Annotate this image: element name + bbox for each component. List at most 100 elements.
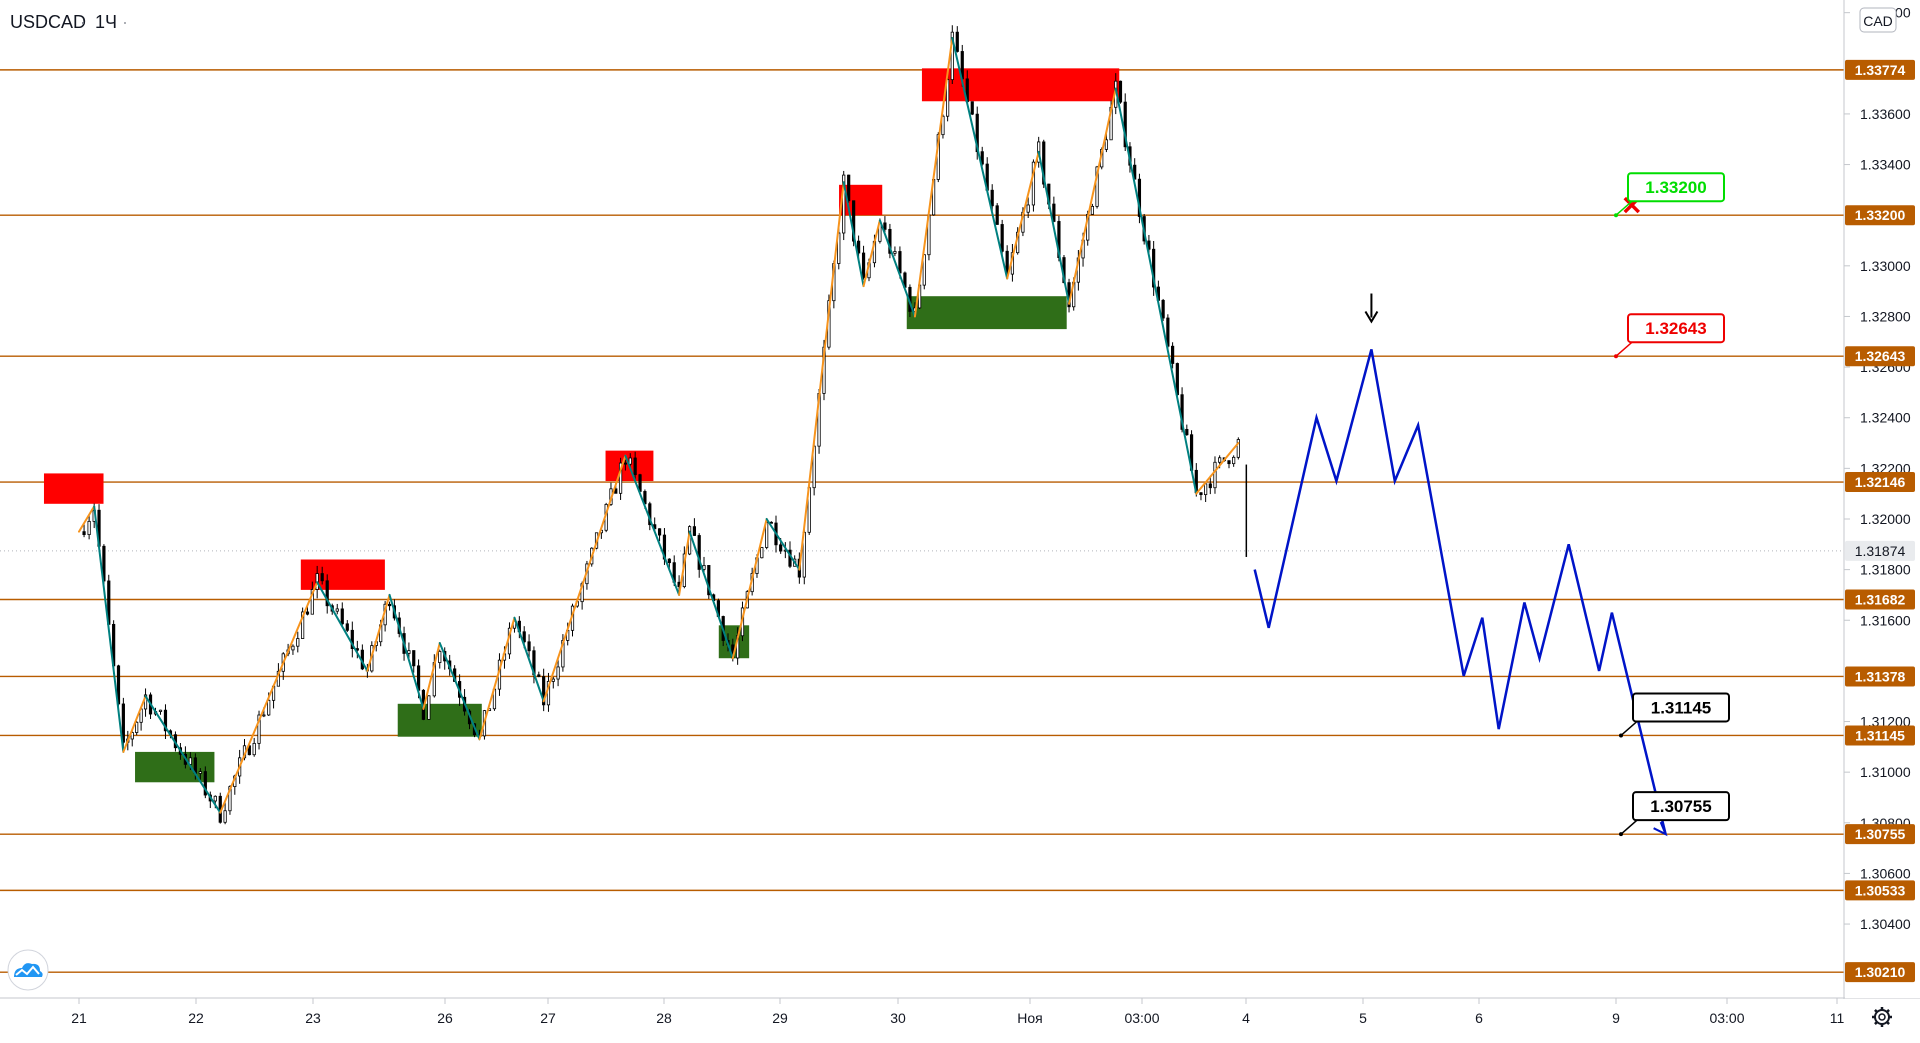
wave-segment[interactable] (316, 581, 369, 672)
candle-body (1236, 439, 1240, 458)
wave-segment[interactable] (1037, 150, 1071, 305)
interval-label[interactable]: 1Ч (95, 12, 117, 32)
wave-segment[interactable] (624, 454, 681, 596)
gear-icon-teeth (1872, 1007, 1892, 1027)
x-tick-label: 11 (1830, 1010, 1845, 1026)
demand-zone[interactable] (906, 296, 1067, 330)
y-tick-label: 1.32800 (1860, 308, 1911, 324)
candle-body (556, 666, 560, 680)
tradingview-logo-button[interactable] (7, 949, 49, 991)
wave-segment[interactable] (478, 616, 516, 741)
gear-icon[interactable] (1872, 1007, 1892, 1027)
candle-body (301, 611, 305, 639)
x-tick-label: 21 (71, 1010, 87, 1026)
wave-segment[interactable] (388, 593, 425, 710)
x-tick-label: 30 (890, 1010, 906, 1026)
x-tick-label: 03:00 (1124, 1010, 1159, 1026)
current-price-badge (1845, 540, 1915, 561)
wave-segment[interactable] (513, 616, 545, 703)
wave-segment[interactable] (542, 454, 627, 703)
wave-icon (15, 965, 40, 976)
wave-segment[interactable] (1006, 150, 1040, 280)
candle-body (1232, 456, 1236, 465)
candle-body (262, 714, 266, 717)
candle-body (628, 457, 632, 465)
target-callout[interactable]: 1.32643 (1614, 313, 1725, 359)
callout-box (1632, 692, 1730, 723)
currency-button[interactable] (1859, 7, 1897, 33)
level-price-label: 1.30533 (1855, 882, 1906, 898)
supply-zone[interactable] (43, 473, 104, 504)
wave-segment[interactable] (144, 695, 222, 814)
level-price-label: 1.33200 (1855, 207, 1906, 223)
level-price-badge (1845, 205, 1915, 226)
wave-segment[interactable] (422, 642, 441, 710)
wave-segment[interactable] (366, 593, 391, 672)
gear-tooth (1886, 1021, 1890, 1025)
level-price-badge (1845, 725, 1915, 746)
candle-body (618, 462, 623, 494)
gear-tooth (1886, 1009, 1890, 1013)
wave-segment[interactable] (93, 505, 125, 753)
wave-segment[interactable] (731, 517, 768, 660)
target-callout[interactable]: 1.33200 (1614, 172, 1725, 218)
wave-segment[interactable] (688, 530, 734, 660)
level-price-badge (1845, 824, 1915, 845)
wave-segment[interactable] (678, 530, 691, 596)
wave-segment[interactable] (862, 219, 881, 288)
target-callout[interactable]: 1.31145 (1619, 692, 1730, 738)
y-tick-label: 1.33400 (1860, 157, 1911, 173)
y-tick-label: 1.31800 (1860, 562, 1911, 578)
candle-body (970, 101, 974, 115)
level-price-badge (1845, 880, 1915, 901)
candle-body (1026, 204, 1030, 213)
candle-body (941, 115, 945, 136)
x-tick-label: Ноя (1017, 1010, 1042, 1026)
candle-body (950, 31, 954, 81)
supply-zone[interactable] (921, 68, 1120, 102)
candle-body (320, 573, 324, 582)
candle-body (121, 703, 125, 743)
candle-body (995, 205, 999, 225)
target-callout[interactable]: 1.30755 (1619, 791, 1730, 837)
callout-value: 1.32643 (1645, 319, 1706, 338)
supply-zone[interactable] (300, 559, 385, 590)
wave-segment[interactable] (842, 181, 865, 288)
current-price-label: 1.31874 (1855, 543, 1906, 559)
wave-segment[interactable] (951, 36, 1009, 280)
wave-segment[interactable] (219, 581, 319, 814)
wave-segment[interactable] (913, 36, 954, 318)
wave-segment[interactable] (122, 695, 147, 753)
candle-body (412, 650, 416, 667)
candle-body (213, 795, 217, 802)
wave-segment[interactable] (438, 642, 481, 741)
wave-segment[interactable] (765, 517, 801, 571)
candle-body (427, 695, 431, 720)
level-price-badge (1845, 962, 1915, 983)
wave-segment[interactable] (798, 181, 845, 571)
level-price-badge (1845, 472, 1915, 493)
candle-body (1095, 166, 1099, 207)
candle-body (1218, 457, 1222, 463)
y-tick-label: 1.30400 (1860, 916, 1911, 932)
candle-body (1161, 299, 1165, 319)
candle-body (883, 222, 887, 230)
candle-body (335, 608, 339, 612)
wave-segment[interactable] (878, 219, 916, 318)
forecast-path[interactable] (1253, 349, 1667, 835)
wave-segment[interactable] (1195, 442, 1240, 495)
candle-body (779, 544, 783, 552)
candle-body (87, 520, 91, 535)
wave-segment[interactable] (1068, 87, 1117, 305)
y-tick-label: 1.30600 (1860, 865, 1911, 881)
candle-body (852, 200, 856, 242)
demand-zone[interactable] (135, 751, 215, 783)
candle-body (888, 228, 892, 254)
wave-segment[interactable] (1114, 87, 1198, 495)
candle-body (350, 629, 354, 649)
level-price-badge (1845, 346, 1915, 367)
candle-body (1000, 224, 1004, 252)
wave-segment[interactable] (78, 505, 96, 533)
symbol-title[interactable]: USDCAD (10, 12, 86, 32)
